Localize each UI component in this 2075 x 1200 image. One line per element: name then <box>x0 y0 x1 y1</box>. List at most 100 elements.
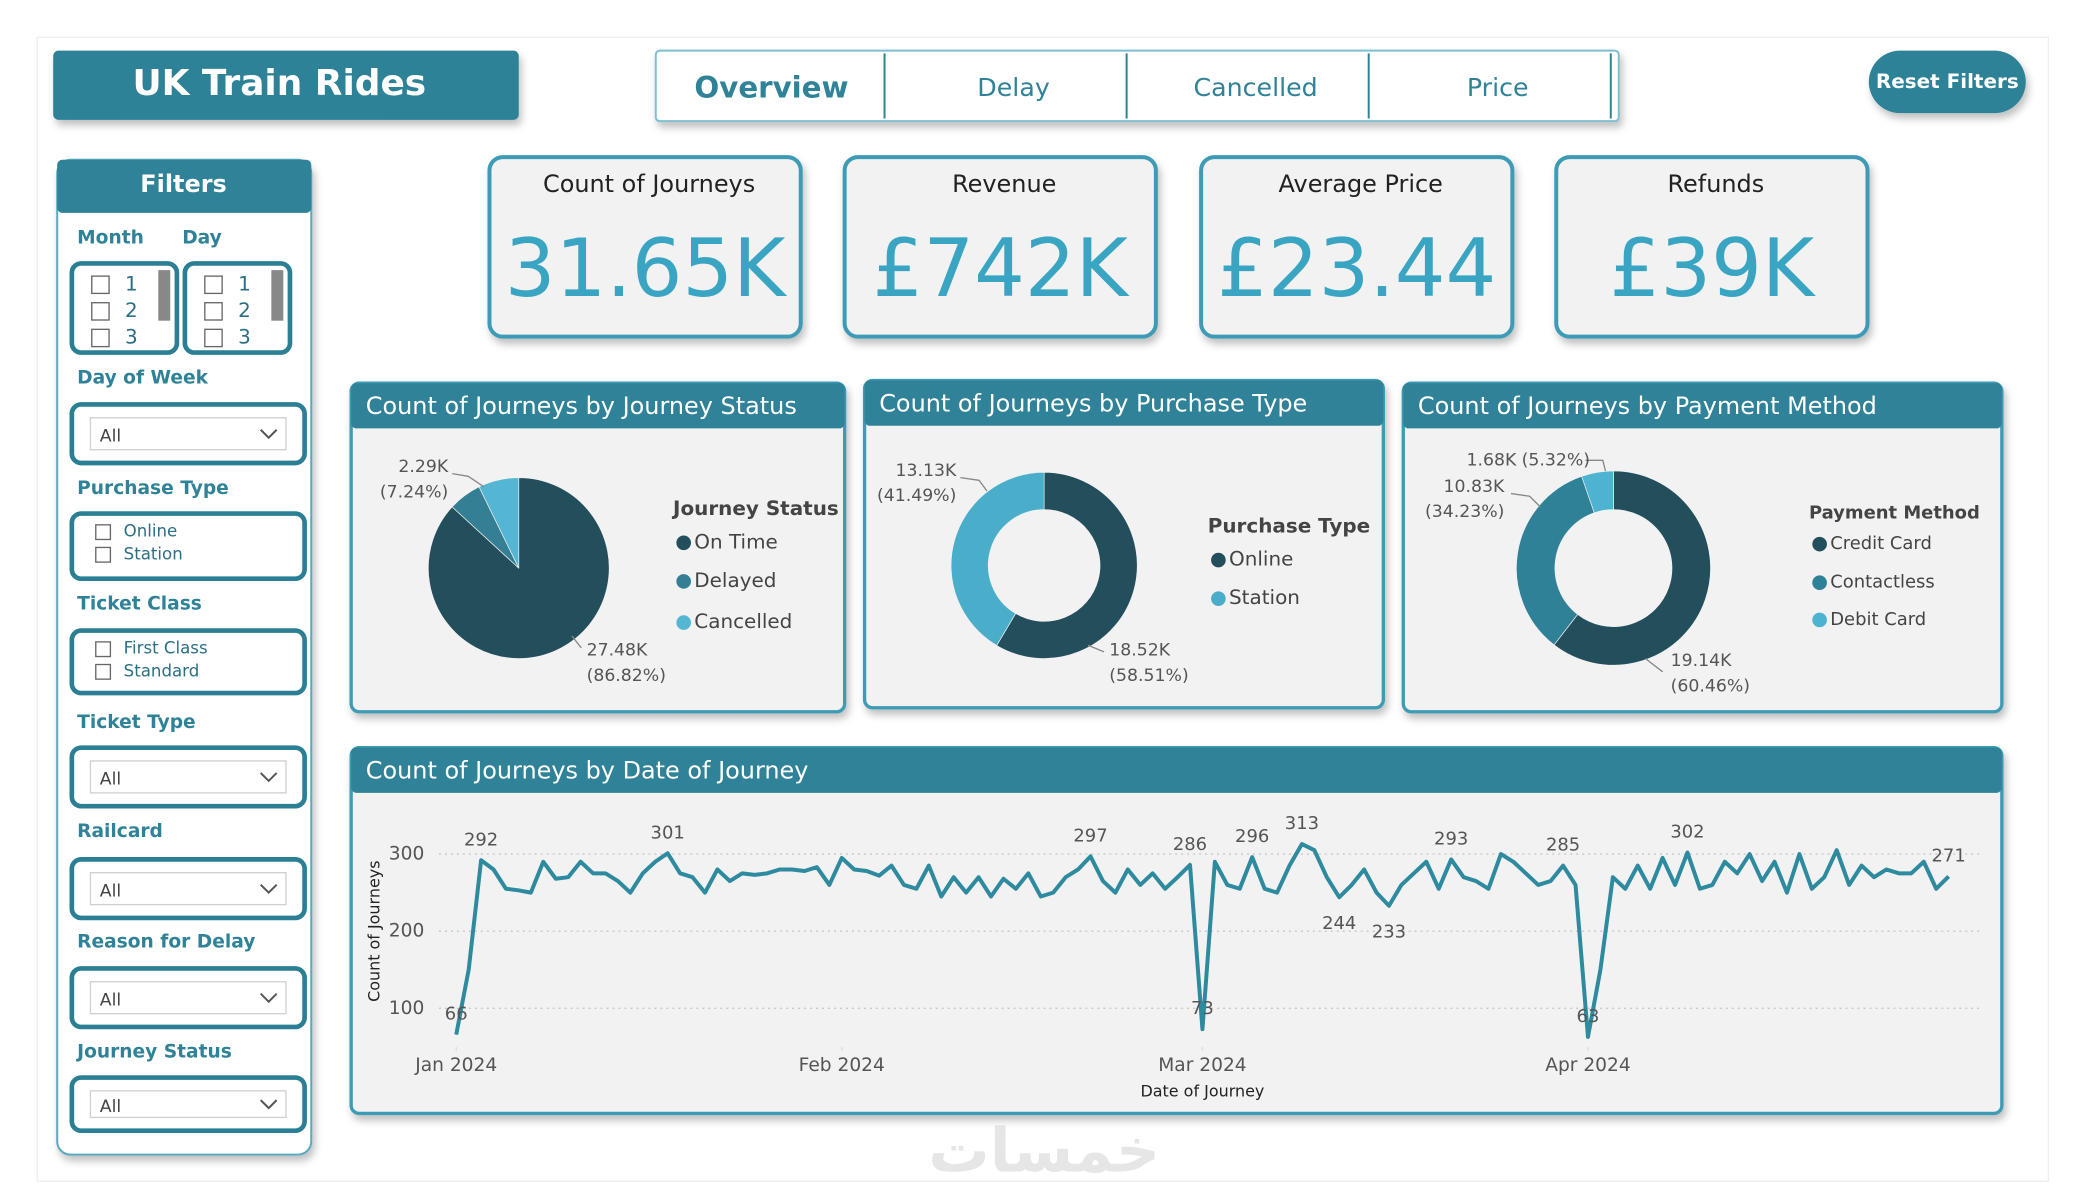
x-tick-label: Mar 2024 <box>1158 1055 1246 1076</box>
legend-label: On Time <box>694 529 777 553</box>
checkbox[interactable] <box>95 663 112 680</box>
filter-label: Purchase Type <box>77 478 229 499</box>
data-label: 285 <box>1546 835 1580 856</box>
title-box <box>53 50 519 120</box>
data-label: 293 <box>1434 829 1468 850</box>
slicer-option: 2 <box>238 298 251 322</box>
dropdown[interactable] <box>89 1090 287 1119</box>
tab-label: Price <box>1467 73 1529 102</box>
filter-label: Railcard <box>77 821 163 842</box>
pie-slice[interactable] <box>1516 475 1595 646</box>
chevron <box>259 1099 278 1110</box>
filter-header <box>57 159 312 213</box>
reset-button[interactable] <box>1868 50 2026 114</box>
data-label-percent: (60.46%) <box>1671 676 1750 696</box>
dropdown-value: All <box>100 990 121 1010</box>
y-tick-label: 200 <box>389 921 425 942</box>
dropdown[interactable] <box>89 760 287 794</box>
filter-label: Day <box>182 228 222 249</box>
data-label: 286 <box>1173 834 1207 855</box>
legend-marker <box>1211 591 1226 606</box>
chart-header <box>351 747 2002 793</box>
kpi-value: 31.65K <box>505 222 787 315</box>
kpi-label: Average Price <box>1279 170 1443 198</box>
kpi-value: £742K <box>873 222 1130 315</box>
pie-slice[interactable] <box>1581 470 1614 514</box>
slicer-option: 3 <box>238 324 251 348</box>
legend-label: Delayed <box>694 568 776 592</box>
checkbox[interactable] <box>91 328 110 348</box>
leader-line <box>571 635 582 649</box>
dropdown[interactable] <box>89 872 287 906</box>
data-label: 297 <box>1073 825 1107 846</box>
data-label: 2.29K <box>398 457 448 477</box>
dropdown[interactable] <box>89 981 287 1015</box>
y-tick-label: 100 <box>389 998 425 1019</box>
pie-slice[interactable] <box>478 477 520 569</box>
data-label: 271 <box>1932 845 1966 866</box>
legend-label: Contactless <box>1830 572 1935 593</box>
chevron <box>259 772 278 783</box>
checkbox[interactable] <box>95 641 112 658</box>
data-label: 13.13K <box>896 461 957 481</box>
reset-button-label: Reset Filters <box>1876 69 2019 93</box>
scrollbar <box>158 270 171 321</box>
data-label: 66 <box>445 1004 468 1025</box>
checkbox[interactable] <box>91 302 110 321</box>
kpi-card <box>1554 155 1870 339</box>
data-label-percent: (5.32%) <box>1522 450 1590 470</box>
data-label: 233 <box>1372 921 1406 942</box>
checkbox[interactable] <box>95 524 112 541</box>
checkbox[interactable] <box>204 275 223 295</box>
dropdown-value: All <box>100 426 121 446</box>
tab-label: Delay <box>977 73 1050 102</box>
x-tick-label: Jan 2024 <box>414 1055 497 1076</box>
slicer-box <box>69 628 307 696</box>
leader-line <box>1087 644 1105 653</box>
chart-title: Count of Journeys by Purchase Type <box>879 389 1307 417</box>
legend-title: Payment Method <box>1809 503 1980 524</box>
slicer-option: 1 <box>238 271 251 295</box>
slicer-option: Station <box>124 544 183 563</box>
data-label: 301 <box>651 822 685 843</box>
data-label: 19.14K <box>1671 651 1732 671</box>
data-label: 63 <box>1577 1006 1600 1027</box>
checkbox[interactable] <box>95 546 112 563</box>
legend-label: Online <box>1229 547 1293 571</box>
dropdown[interactable] <box>89 417 287 451</box>
kpi-value: £39K <box>1610 222 1816 315</box>
pie-slice[interactable] <box>950 471 1045 646</box>
legend-marker <box>1812 612 1827 628</box>
data-label-percent: (86.82%) <box>587 666 666 686</box>
leader-line <box>1585 459 1607 472</box>
data-label-percent: (7.24%) <box>380 482 448 502</box>
tab-label: Overview <box>694 71 848 105</box>
filter-title: Filters <box>140 170 227 198</box>
kpi-card <box>487 155 803 339</box>
filter-label: Ticket Class <box>77 593 202 614</box>
data-label: 1.68K <box>1467 450 1517 470</box>
pie-slice[interactable] <box>1553 470 1711 666</box>
x-axis-title: Date of Journey <box>1140 1082 1264 1101</box>
dropdown-value: All <box>100 881 121 901</box>
legend-label: Station <box>1229 585 1300 609</box>
leader-line <box>452 472 485 488</box>
filter-label: Ticket Type <box>77 712 196 733</box>
chart-header <box>1403 383 2002 429</box>
legend-marker <box>676 615 692 630</box>
pie-slice[interactable] <box>996 471 1138 659</box>
checkbox[interactable] <box>204 328 223 348</box>
watermark: خمسات <box>928 1115 1160 1186</box>
kpi-value: £23.44 <box>1217 222 1496 315</box>
data-label-percent: (34.23%) <box>1425 502 1504 522</box>
tab-bar <box>654 49 1620 123</box>
checkbox[interactable] <box>91 275 110 295</box>
data-label: 296 <box>1235 826 1269 847</box>
chart-header <box>351 383 845 429</box>
filter-label: Journey Status <box>75 1042 232 1063</box>
checkbox[interactable] <box>204 302 223 321</box>
kpi-card <box>842 155 1158 339</box>
dropdown-value: All <box>100 770 121 790</box>
